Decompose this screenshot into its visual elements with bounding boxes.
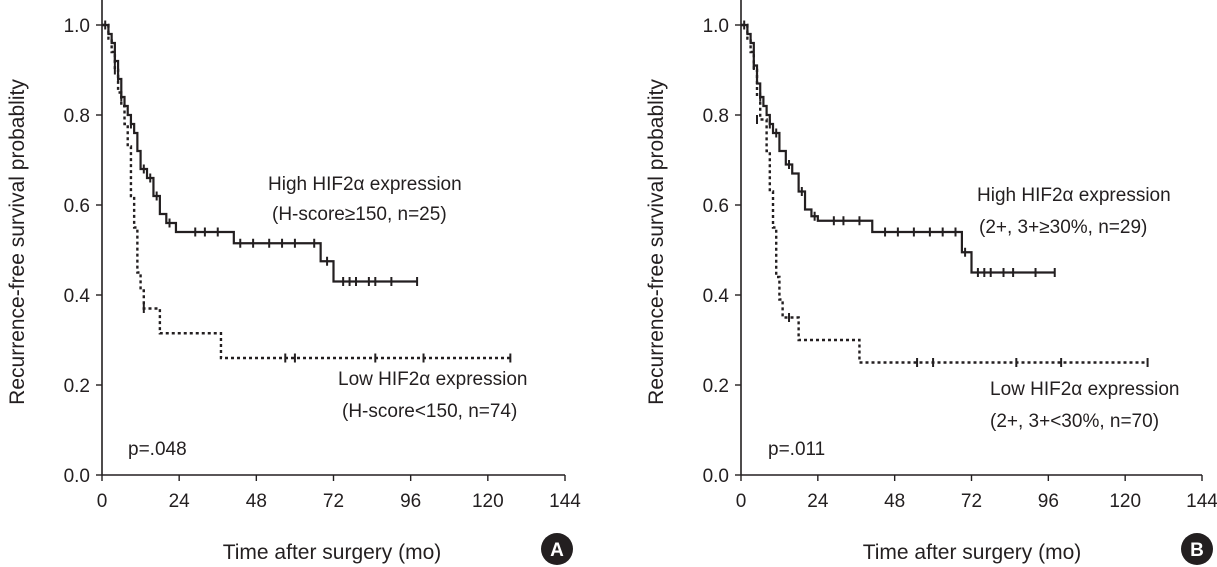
- x-tick-label: 144: [1186, 491, 1217, 512]
- x-tick-label: 144: [549, 491, 581, 512]
- y-tick-label: 0.2: [64, 376, 90, 397]
- x-tick-label: 0: [736, 491, 747, 512]
- y-tick-label: 0.2: [703, 376, 729, 397]
- y-tick-label: 0.0: [64, 466, 90, 487]
- panel-label-badge: [1181, 533, 1213, 565]
- x-tick-label: 24: [807, 491, 829, 512]
- y-tick-label: 1.0: [703, 16, 729, 37]
- x-tick-label: 48: [884, 491, 905, 512]
- panel-label: B: [1190, 540, 1204, 561]
- y-tick-label: 1.0: [64, 16, 90, 37]
- legend-high-name: High HIF2α expression: [268, 174, 462, 195]
- x-tick-label: 120: [472, 491, 504, 512]
- x-tick-label: 120: [1109, 491, 1141, 512]
- y-tick-label: 0.0: [703, 466, 729, 487]
- legend-high-name: High HIF2α expression: [977, 185, 1171, 206]
- p-value: p=.011: [768, 439, 825, 460]
- y-tick-label: 0.4: [703, 286, 730, 307]
- legend-high-subtitle: (2+, 3+≥30%, n=29): [979, 217, 1147, 238]
- panel-label-badge: [541, 533, 573, 565]
- low-expression-curve: [741, 23, 1148, 364]
- high-expression-curve: [741, 23, 1055, 274]
- panel-a: Recurrence-free survival probablity Time…: [6, 79, 573, 565]
- legend-low-subtitle: (H-score<150, n=74): [342, 401, 517, 422]
- plot-area: 0.0 0.2 0.4 0.6 0.8 1.0 0 24 48 72 96 120 144: [703, 0, 1217, 512]
- x-tick-label: 72: [323, 491, 344, 512]
- legend-low-name: Low HIF2α expression: [990, 379, 1179, 400]
- legend-high-subtitle: (H-score≥150, n=25): [272, 204, 447, 225]
- y-tick-label: 0.6: [703, 196, 729, 217]
- panel-label: A: [550, 540, 564, 561]
- y-tick-label: 0.4: [64, 286, 91, 307]
- y-tick-label: 0.8: [703, 106, 729, 127]
- x-tick-label: 24: [169, 491, 191, 512]
- legend-low-subtitle: (2+, 3+<30%, n=70): [990, 411, 1159, 432]
- y-tick-label: 0.8: [64, 106, 90, 127]
- x-tick-label: 0: [97, 491, 108, 512]
- x-axis-label: Time after surgery (mo): [863, 541, 1082, 564]
- y-tick-label: 0.6: [64, 196, 90, 217]
- y-axis-label: Recurrence-free survival probablity: [645, 79, 668, 405]
- x-tick-label: 96: [1038, 491, 1059, 512]
- p-value: p=.048: [128, 439, 187, 460]
- y-axis-label: Recurrence-free survival probablity: [6, 79, 29, 405]
- panel-b: Recurrence-free survival probablity Time…: [645, 79, 1213, 565]
- plot-area: 0.0 0.2 0.4 0.6 0.8 1.0 0 24 48 72 96 120 144: [64, 0, 581, 512]
- x-tick-label: 48: [246, 491, 267, 512]
- x-axis-label: Time after surgery (mo): [223, 541, 442, 564]
- legend-low-name: Low HIF2α expression: [338, 369, 527, 390]
- x-tick-label: 96: [400, 491, 421, 512]
- x-tick-label: 72: [961, 491, 982, 512]
- high-expression-curve: [102, 23, 418, 283]
